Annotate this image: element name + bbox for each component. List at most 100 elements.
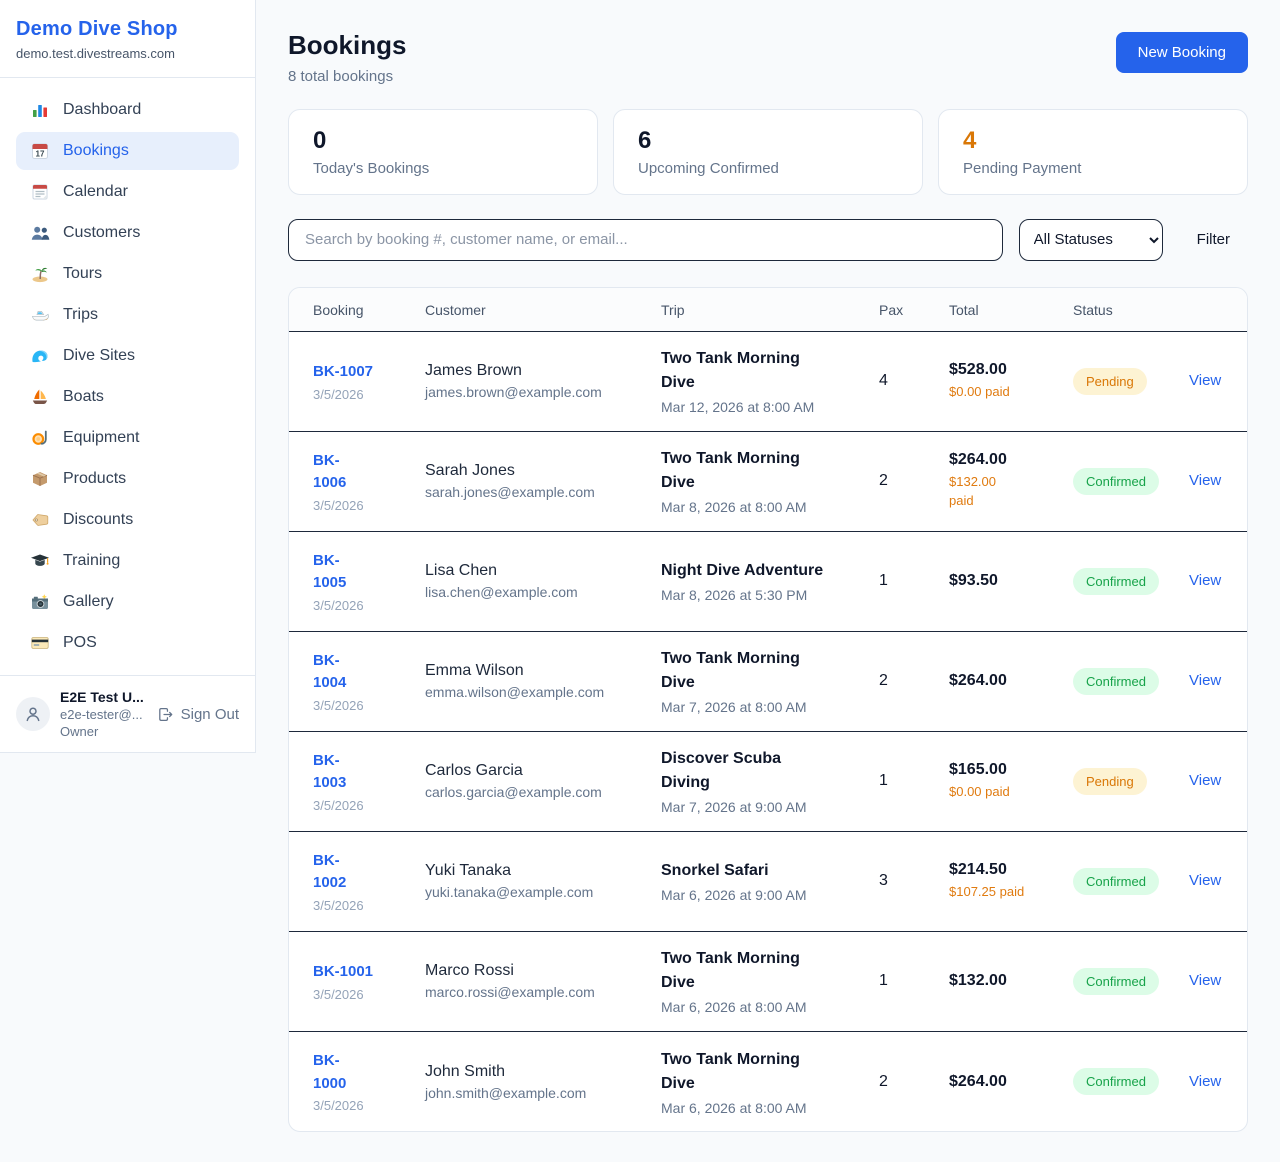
user-info: E2E Test U... e2e-tester@... Owner [60,689,147,739]
total-amount: $528.00 [949,360,1007,378]
trip-name: Night Dive Adventure [661,562,824,580]
trip-name: Two Tank Morning Dive [661,350,800,392]
table-row: BK- 1006 3/5/2026 Sarah Jones sarah.jone… [289,430,1247,532]
sign-out-button[interactable]: Sign Out [157,706,239,723]
sidebar-item-label: Dive Sites [63,347,136,364]
customer-email: emma.wilson@example.com [425,684,605,701]
booking-id-link[interactable]: BK-1007 [313,363,374,381]
sidebar-item-label: Trips [63,306,98,323]
sidebar-nav: Dashboard 17 Bookings Calendar Customers… [0,78,255,675]
divesites-icon [30,346,50,366]
booking-date: 3/5/2026 [313,797,364,813]
trip-name: Two Tank Morning Dive [661,1050,800,1092]
svg-text:17: 17 [36,149,45,158]
sidebar-item-equipment[interactable]: Equipment [16,419,239,457]
total-amount: $93.50 [949,572,998,590]
brand-domain: demo.test.divestreams.com [16,46,175,61]
customers-icon [30,223,50,243]
status-badge: Confirmed [1073,567,1159,595]
view-link[interactable]: View [1189,1072,1222,1090]
pos-icon [30,633,50,653]
sidebar-item-pos[interactable]: POS [16,624,239,662]
booking-id-link[interactable]: BK- 1006 [313,451,347,492]
booking-id-link[interactable]: BK- 1005 [313,551,347,592]
filter-button[interactable]: Filter [1179,221,1248,258]
trip-name: Snorkel Safari [661,862,769,880]
bookings-table: Booking Customer Trip Pax Total Status BK-100… [289,287,1247,1132]
boats-icon [30,387,50,407]
booking-id-link[interactable]: BK- 1000 [313,1052,347,1092]
status-filter-select[interactable]: All Statuses [1018,218,1163,261]
paid-amount: $0.00 paid [949,383,1010,399]
sidebar-item-dive-sites[interactable]: Dive Sites [16,337,239,375]
brand-title: Demo Dive Shop [16,18,178,40]
status-badge: Confirmed [1073,867,1159,895]
sidebar-item-gallery[interactable]: Gallery [16,583,239,621]
total-amount: $264.00 [949,1072,1007,1090]
products-icon [30,469,50,489]
pax-count: 1 [879,972,888,990]
sidebar-item-label: Calendar [63,183,128,200]
booking-id-link[interactable]: BK- 1004 [313,651,347,692]
user-name: E2E Test U... [60,689,144,705]
status-badge: Confirmed [1073,1068,1159,1096]
view-link[interactable]: View [1189,372,1222,390]
page-subtitle: 8 total bookings [288,68,394,85]
customer-email: james.brown@example.com [425,384,602,401]
gallery-icon [30,592,50,612]
stat-value: 6 [638,127,652,154]
sign-out-label: Sign Out [180,705,239,723]
sidebar-item-trips[interactable]: Trips [16,296,239,334]
equipment-icon [30,428,50,448]
sidebar-item-bookings[interactable]: 17 Bookings [16,132,239,170]
sidebar-item-label: Tours [63,265,103,282]
booking-date: 3/5/2026 [313,697,364,713]
sidebar-item-products[interactable]: Products [16,460,239,498]
booking-date: 3/5/2026 [313,597,364,613]
stat-value: 0 [313,127,327,154]
booking-id-link[interactable]: BK- 1002 [313,851,347,892]
customer-name: Emma Wilson [425,662,524,680]
booking-date: 3/5/2026 [313,497,364,513]
booking-date: 3/5/2026 [313,986,364,1002]
trip-name: Two Tank Morning Dive [661,650,800,692]
booking-id-link[interactable]: BK- 1003 [313,751,347,792]
column-header-actions [1189,287,1247,332]
sidebar-item-training[interactable]: Training [16,542,239,580]
table-row: BK- 1002 3/5/2026 Yuki Tanaka yuki.tanak… [289,830,1247,932]
user-role: Owner [60,724,99,739]
new-booking-button[interactable]: New Booking [1115,32,1248,73]
view-link[interactable]: View [1189,872,1222,890]
column-header-total: Total [949,287,1073,332]
booking-date: 3/5/2026 [313,1098,364,1114]
sidebar-item-label: Training [63,552,121,569]
trip-name: Discover Scuba Diving [661,750,782,792]
view-link[interactable]: View [1189,972,1222,990]
status-badge: Pending [1073,367,1147,395]
user-block: E2E Test U... e2e-tester@... Owner Sign … [0,675,255,752]
view-link[interactable]: View [1189,572,1222,590]
main-content: Bookings 8 total bookings New Booking 0 … [256,0,1280,1133]
total-amount: $214.50 [949,860,1007,878]
trips-icon [30,305,50,325]
view-link[interactable]: View [1189,672,1222,690]
table-header-row: Booking Customer Trip Pax Total Status [289,287,1247,332]
booking-id-link[interactable]: BK-1001 [313,963,374,981]
pax-count: 2 [879,672,888,690]
sidebar-item-calendar[interactable]: Calendar [16,173,239,211]
pax-count: 2 [879,472,888,490]
table-row: BK- 1005 3/5/2026 Lisa Chen lisa.chen@ex… [289,530,1247,632]
customer-email: marco.rossi@example.com [425,984,595,1001]
trip-datetime: Mar 8, 2026 at 5:30 PM [661,587,808,604]
sidebar-item-customers[interactable]: Customers [16,214,239,252]
stat-label: Today's Bookings [313,159,430,177]
bookings-icon: 17 [30,141,50,161]
view-link[interactable]: View [1189,772,1222,790]
sidebar-item-dashboard[interactable]: Dashboard [16,91,239,129]
view-link[interactable]: View [1189,472,1222,490]
status-badge: Confirmed [1073,467,1159,495]
sidebar-item-tours[interactable]: Tours [16,255,239,293]
search-input[interactable] [288,218,1003,261]
sidebar-item-discounts[interactable]: Discounts [16,501,239,539]
sidebar-item-boats[interactable]: Boats [16,378,239,416]
